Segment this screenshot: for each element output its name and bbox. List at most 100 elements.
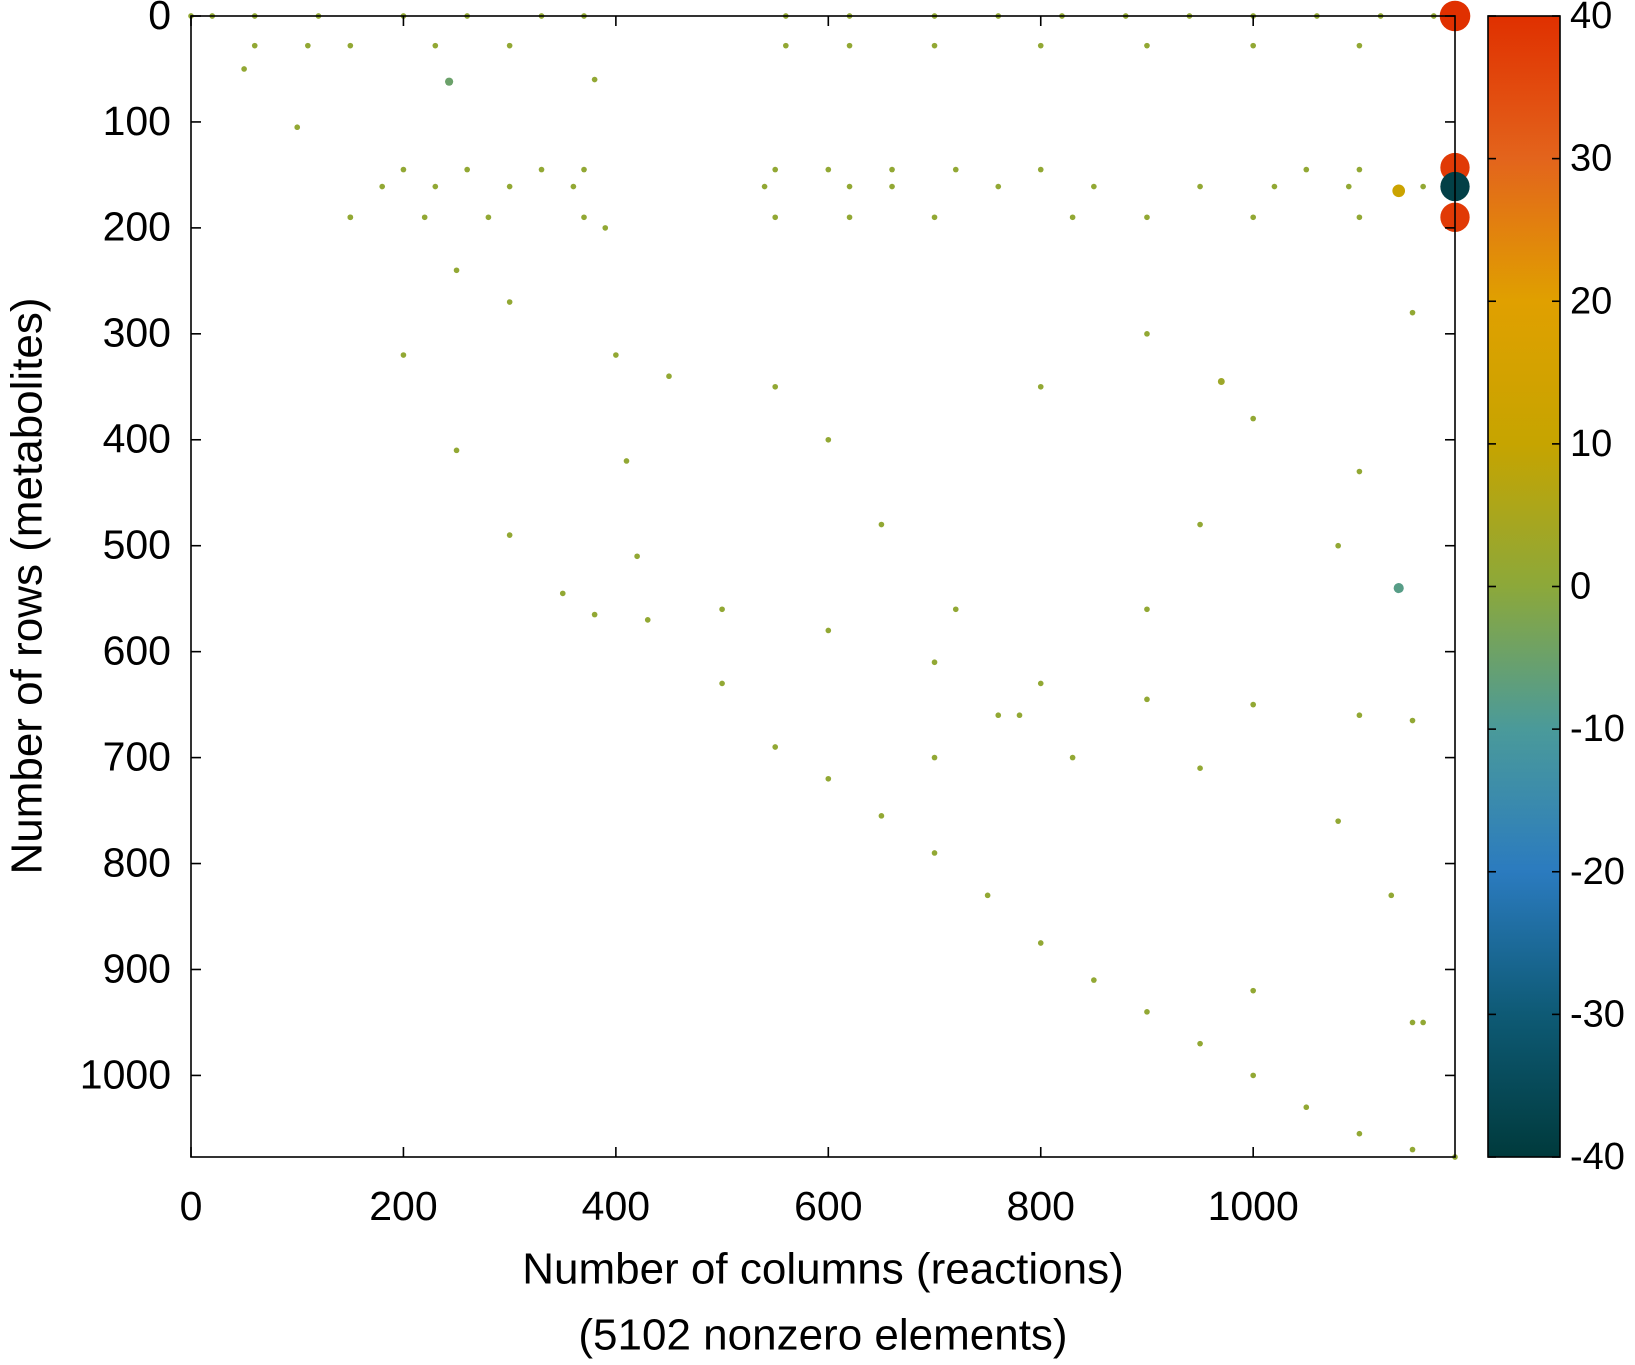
x-axis-label: Number of columns (reactions) xyxy=(522,1245,1124,1294)
nonzero-element xyxy=(1037,680,1044,687)
colorbar-tick-label: 20 xyxy=(1570,280,1612,322)
colorbar-tick-label: 10 xyxy=(1570,423,1612,465)
x-tick-label: 0 xyxy=(180,1183,203,1229)
nonzero-element xyxy=(931,42,938,49)
x-tick-label: 400 xyxy=(582,1183,650,1229)
nonzero-element xyxy=(719,680,725,687)
nonzero-element xyxy=(485,214,492,221)
nonzero-element xyxy=(1144,331,1150,337)
nonzero-element xyxy=(432,183,439,190)
nonzero-element xyxy=(772,166,779,173)
y-tick-label: 300 xyxy=(103,310,171,356)
nonzero-element xyxy=(825,436,832,443)
nonzero-element xyxy=(581,166,587,173)
nonzero-element xyxy=(995,183,1002,190)
nonzero-element xyxy=(613,352,619,358)
nonzero-element xyxy=(1335,542,1341,549)
nonzero-element xyxy=(1037,940,1044,946)
nonzero-element xyxy=(1197,1040,1203,1047)
nonzero-element xyxy=(241,66,247,72)
nonzero-element xyxy=(1393,583,1404,594)
nonzero-element xyxy=(1037,42,1044,49)
y-tick-label: 700 xyxy=(103,733,171,779)
nonzero-element xyxy=(400,352,407,358)
nonzero-element xyxy=(305,42,311,49)
nonzero-element xyxy=(506,183,513,190)
nonzero-element xyxy=(251,42,258,49)
nonzero-element xyxy=(783,42,789,49)
nonzero-element xyxy=(294,124,301,131)
colorbar-tick-label: -20 xyxy=(1570,851,1625,893)
nonzero-element xyxy=(644,617,651,623)
nonzero-element xyxy=(1144,606,1150,613)
colorbar-tick-label: 0 xyxy=(1570,566,1591,608)
y-tick-label: 1000 xyxy=(80,1051,171,1097)
nonzero-element xyxy=(1250,42,1257,49)
nonzero-element xyxy=(1144,214,1150,221)
nonzero-element xyxy=(1388,892,1395,899)
y-tick-label: 200 xyxy=(103,204,171,250)
y-tick-label: 800 xyxy=(103,839,171,885)
x-tick-label: 600 xyxy=(794,1183,862,1229)
nonzero-element xyxy=(1303,166,1310,173)
nonzero-element xyxy=(931,659,938,666)
nonzero-element xyxy=(623,458,630,464)
y-tick-label: 600 xyxy=(103,627,171,673)
nonzero-element xyxy=(634,553,640,560)
nonzero-element xyxy=(878,521,885,528)
nonzero-element xyxy=(1197,521,1203,528)
nonzero-element xyxy=(538,166,545,173)
y-tick-label: 100 xyxy=(103,98,171,144)
nonzero-element xyxy=(772,383,779,390)
nonzero-element xyxy=(1392,184,1406,198)
nonzero-element xyxy=(506,532,513,538)
nonzero-element xyxy=(506,42,513,49)
y-tick-label: 400 xyxy=(103,416,171,462)
nonzero-element xyxy=(931,214,938,221)
nonzero-element xyxy=(1016,712,1023,719)
nonzero-element xyxy=(1217,378,1225,385)
nonzero-element xyxy=(1250,415,1257,422)
nonzero-element xyxy=(379,183,386,190)
colorbar-tick-label: 30 xyxy=(1570,138,1612,180)
nonzero-element xyxy=(445,77,454,86)
nonzero-element xyxy=(581,214,587,221)
nonzero-element xyxy=(1250,1072,1257,1079)
nonzero-element xyxy=(1303,1104,1310,1111)
nonzero-element xyxy=(761,183,768,190)
nonzero-element xyxy=(889,166,895,173)
nonzero-element xyxy=(453,447,460,454)
nonzero-element xyxy=(602,225,609,231)
nonzero-element xyxy=(1356,42,1363,49)
x-tick-label: 800 xyxy=(1007,1183,1075,1229)
y-axis-label: Number of rows (metabolites) xyxy=(3,297,52,874)
nonzero-element xyxy=(1144,42,1150,49)
colorbar xyxy=(1488,16,1560,1157)
x-tick-label: 200 xyxy=(369,1183,437,1229)
nonzero-element xyxy=(421,214,428,221)
colorbar-tick-label: -40 xyxy=(1570,1136,1625,1178)
plot-frame xyxy=(190,15,1456,1158)
nonzero-element xyxy=(1144,1009,1150,1015)
nonzero-element xyxy=(591,611,598,618)
nonzero-element xyxy=(1069,754,1076,761)
nonzero-element xyxy=(772,214,779,221)
nonzero-element xyxy=(464,166,470,173)
nonzero-element xyxy=(1091,977,1097,983)
nonzero-element xyxy=(432,42,439,49)
nonzero-element xyxy=(1420,183,1426,190)
nonzero-element xyxy=(952,166,959,173)
nonzero-element xyxy=(1250,701,1257,708)
colorbar-tick-label: -30 xyxy=(1570,993,1625,1035)
nonzero-element xyxy=(1250,987,1257,994)
nonzero-element xyxy=(666,373,672,380)
nonzero-element xyxy=(1197,183,1203,190)
nonzero-element xyxy=(878,813,885,819)
x-tick-label: 1000 xyxy=(1208,1183,1299,1229)
nonzero-element xyxy=(347,214,354,221)
nonzero-element xyxy=(846,214,853,221)
nonzero-element xyxy=(931,754,938,761)
y-tick-label: 500 xyxy=(103,522,171,568)
nonzero-element xyxy=(453,267,460,274)
